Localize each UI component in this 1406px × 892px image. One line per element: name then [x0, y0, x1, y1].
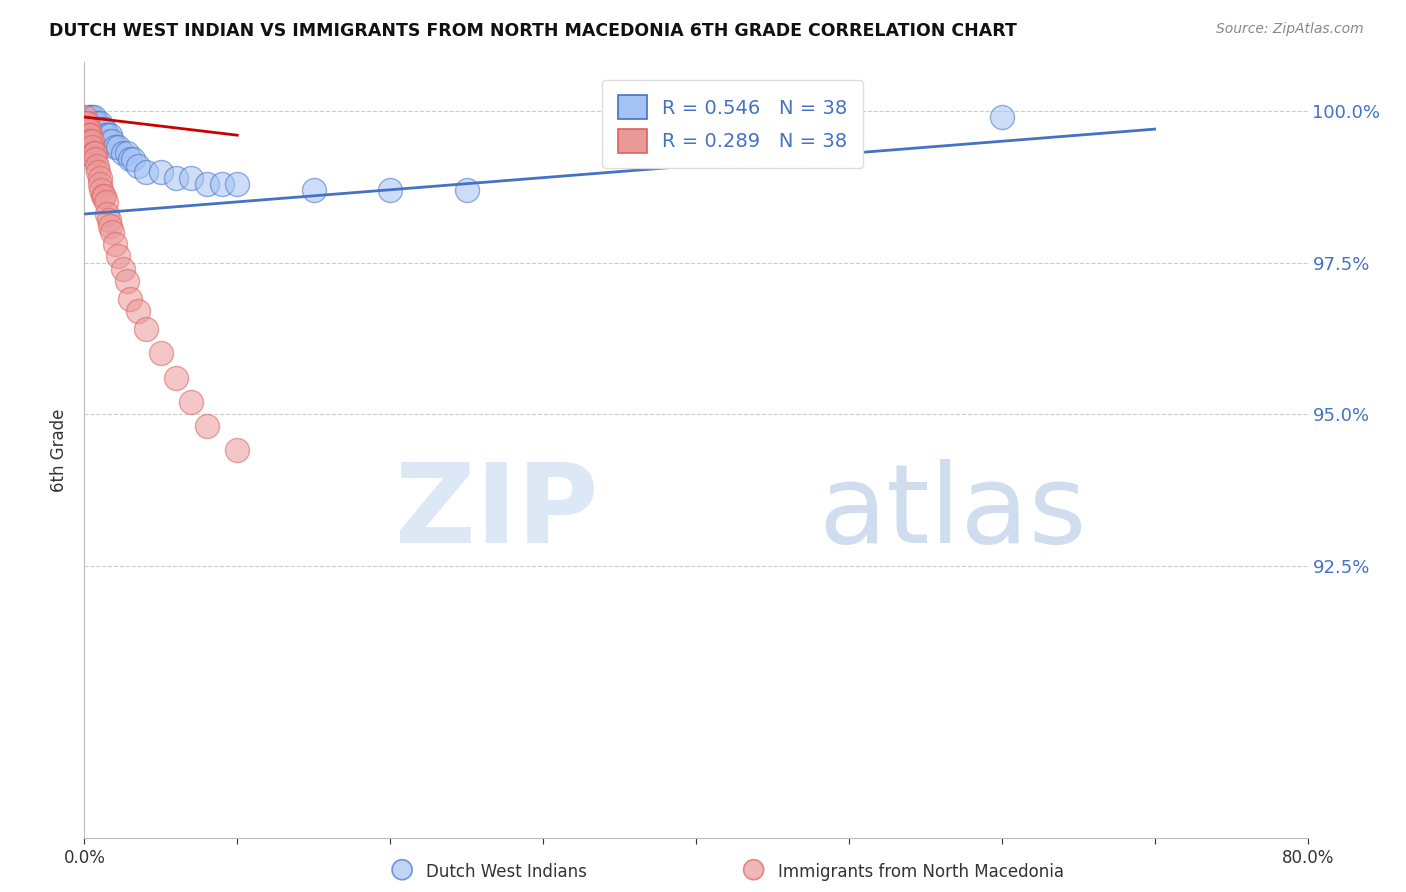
- Point: [84, 116, 107, 130]
- Point: [180, 395, 202, 409]
- Point: [86, 159, 108, 173]
- Point: [195, 177, 218, 191]
- Point: [80, 110, 103, 124]
- Point: [93, 122, 115, 136]
- Point: [91, 122, 114, 136]
- Text: Immigrants from North Macedonia: Immigrants from North Macedonia: [778, 863, 1063, 881]
- Point: [380, 183, 402, 197]
- Point: [84, 153, 107, 167]
- Point: [96, 207, 118, 221]
- Point: [104, 140, 127, 154]
- Point: [86, 116, 108, 130]
- Point: [302, 183, 325, 197]
- Point: [180, 170, 202, 185]
- Point: [195, 419, 218, 434]
- Text: ZIP: ZIP: [395, 459, 598, 566]
- Text: Source: ZipAtlas.com: Source: ZipAtlas.com: [1216, 22, 1364, 37]
- Point: [107, 249, 129, 263]
- Ellipse shape: [392, 860, 412, 880]
- Point: [87, 122, 110, 136]
- Y-axis label: 6th Grade: 6th Grade: [51, 409, 69, 492]
- Point: [77, 122, 100, 136]
- Point: [226, 177, 249, 191]
- Point: [226, 443, 249, 458]
- Point: [83, 110, 105, 124]
- Point: [120, 153, 142, 167]
- Point: [127, 304, 149, 318]
- Point: [83, 146, 105, 161]
- Point: [77, 128, 100, 143]
- Point: [991, 110, 1014, 124]
- Point: [91, 189, 114, 203]
- Point: [456, 183, 478, 197]
- Text: DUTCH WEST INDIAN VS IMMIGRANTS FROM NORTH MACEDONIA 6TH GRADE CORRELATION CHART: DUTCH WEST INDIAN VS IMMIGRANTS FROM NOR…: [49, 22, 1017, 40]
- Point: [77, 116, 100, 130]
- Point: [89, 170, 111, 185]
- Point: [93, 189, 115, 203]
- Ellipse shape: [744, 860, 763, 880]
- Point: [89, 116, 111, 130]
- Point: [75, 146, 97, 161]
- Point: [84, 146, 107, 161]
- Point: [165, 170, 187, 185]
- Point: [89, 177, 111, 191]
- Point: [104, 237, 127, 252]
- Point: [120, 292, 142, 306]
- Point: [149, 346, 172, 360]
- Legend: R = 0.546   N = 38, R = 0.289   N = 38: R = 0.546 N = 38, R = 0.289 N = 38: [602, 80, 863, 169]
- Text: Dutch West Indians: Dutch West Indians: [426, 863, 586, 881]
- Point: [127, 159, 149, 173]
- Point: [80, 134, 103, 148]
- Point: [80, 116, 103, 130]
- Point: [94, 128, 117, 143]
- Point: [115, 274, 138, 288]
- Point: [75, 122, 97, 136]
- Point: [87, 164, 110, 178]
- Point: [111, 146, 134, 161]
- Text: atlas: atlas: [818, 459, 1087, 566]
- Point: [122, 153, 145, 167]
- Point: [89, 122, 111, 136]
- Point: [98, 219, 121, 234]
- Point: [149, 164, 172, 178]
- Point: [135, 164, 157, 178]
- Point: [79, 134, 101, 148]
- Point: [98, 128, 121, 143]
- Point: [211, 177, 233, 191]
- Point: [79, 128, 101, 143]
- Point: [135, 322, 157, 336]
- Point: [80, 140, 103, 154]
- Point: [79, 110, 101, 124]
- Point: [97, 213, 120, 227]
- Point: [76, 116, 98, 130]
- Point: [76, 122, 98, 136]
- Point: [75, 110, 97, 124]
- Point: [76, 122, 98, 136]
- Point: [107, 140, 129, 154]
- Point: [94, 194, 117, 209]
- Point: [111, 261, 134, 276]
- Point: [101, 225, 124, 239]
- Point: [165, 370, 187, 384]
- Point: [96, 128, 118, 143]
- Point: [90, 183, 112, 197]
- Point: [115, 146, 138, 161]
- Point: [101, 134, 124, 148]
- Point: [75, 116, 97, 130]
- Point: [77, 110, 100, 124]
- Point: [97, 134, 120, 148]
